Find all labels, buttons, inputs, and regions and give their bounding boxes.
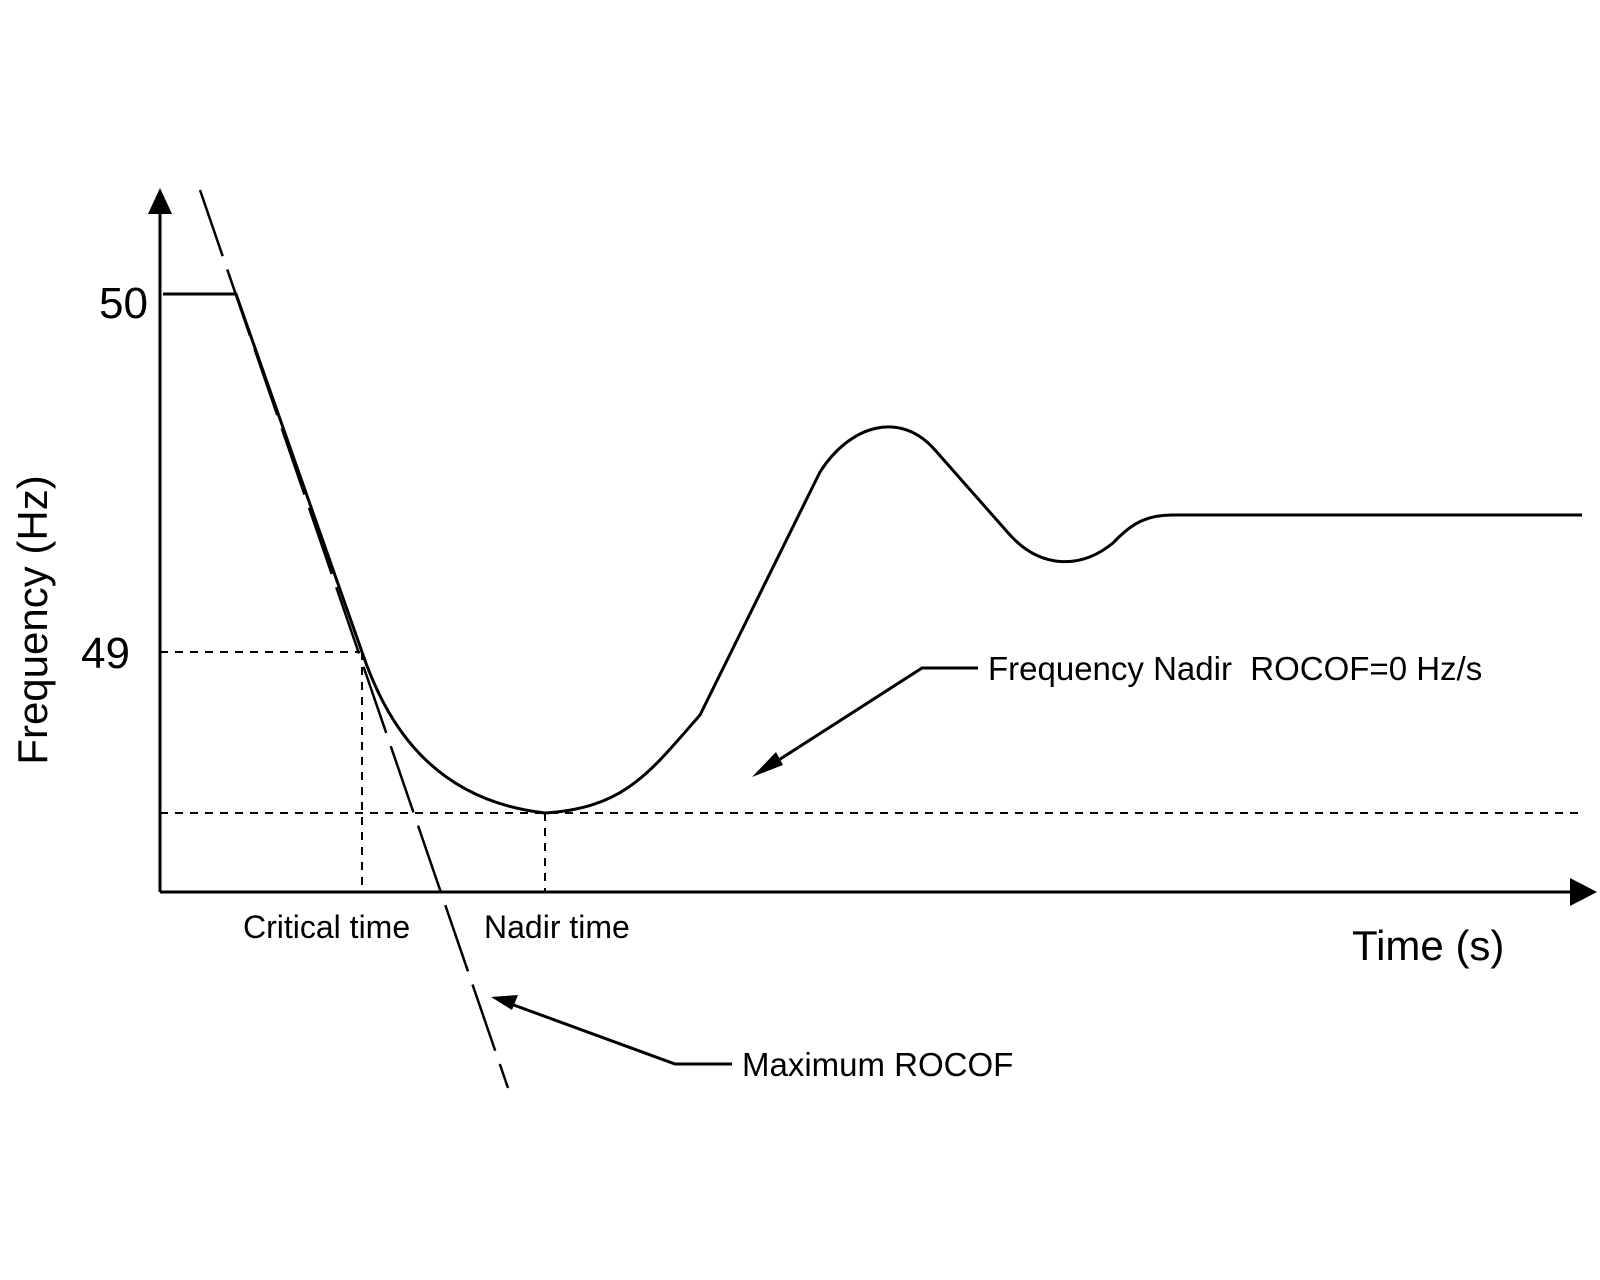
y-tick-50: 50: [99, 279, 148, 328]
nadir-time-label: Nadir time: [484, 909, 630, 945]
x-axis-arrowhead: [1570, 878, 1597, 906]
x-axis-title: Time (s): [1352, 922, 1504, 969]
y-tick-49: 49: [81, 629, 130, 678]
nadir-annotation-text: Frequency Nadir ROCOF=0 Hz/s: [988, 650, 1482, 687]
max-rocof-annotation-arrow: [491, 995, 732, 1066]
nadir-annotation-arrow: [752, 666, 978, 777]
max-rocof-annotation-text: Maximum ROCOF: [742, 1046, 1013, 1083]
frequency-response-curve: [163, 292, 1582, 815]
max-rocof-tangent-line: [198, 189, 510, 1089]
y-axis-arrowhead: [148, 188, 172, 214]
critical-time-label: Critical time: [243, 909, 410, 945]
y-axis-title: Frequency (Hz): [9, 475, 56, 764]
